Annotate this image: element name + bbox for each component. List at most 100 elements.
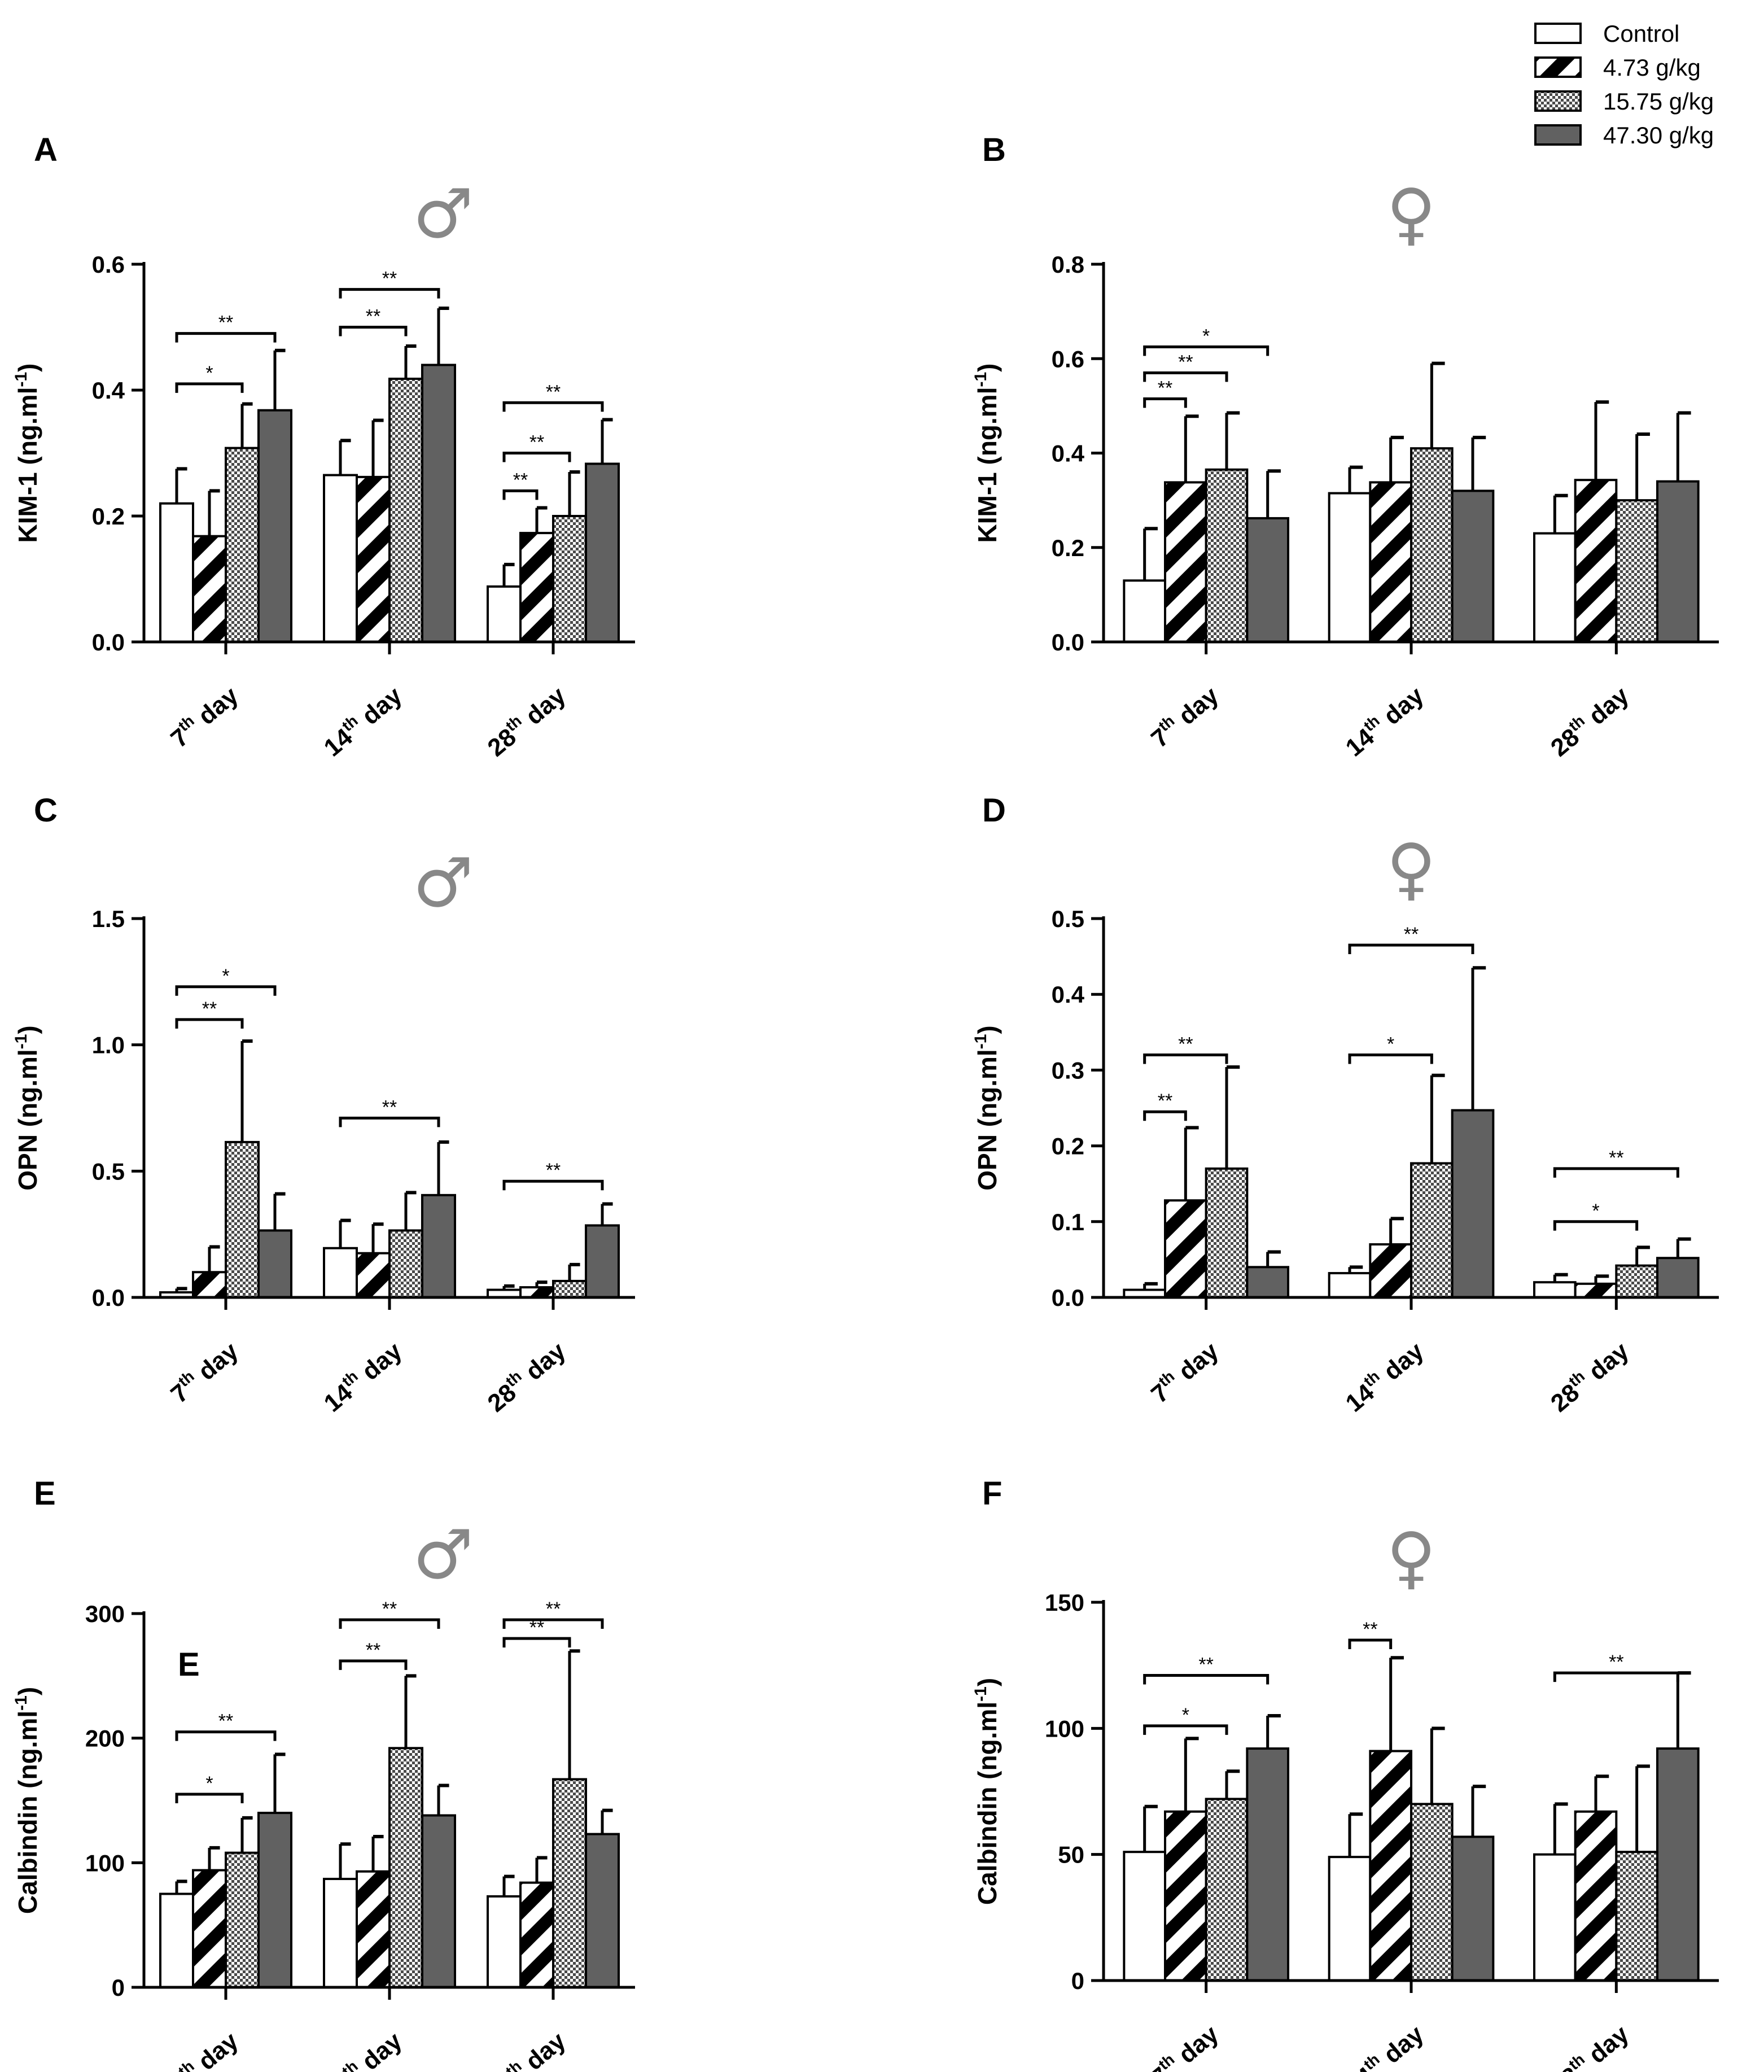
panel-letter: A [34,132,58,168]
bar-E-1-0 [192,1869,227,1988]
y-label-end: ) [973,364,1002,372]
significance-bracket [1553,1671,1679,1682]
bar-B-3-2 [1656,480,1700,643]
y-tick-label: 0.5 [92,1158,125,1184]
y-axis-label: Calbindin (ng.ml-1) [971,1678,1002,1905]
bar-F-1-1 [1369,1750,1412,1982]
y-tick-label: 0.2 [1052,1133,1084,1160]
y-tick-label: 50 [1058,1842,1084,1868]
bar-F-2-1 [1410,1803,1454,1982]
bar-F-3-0 [1246,1747,1289,1982]
y-label-sup: -1 [971,1034,990,1050]
sex-symbol-icon: ♂ [413,844,474,923]
y-axis-label: OPN (ng.ml-1) [12,1025,42,1190]
significance-label: ** [218,312,233,334]
y-label-main: OPN (ng.ml [13,1049,42,1190]
significance-label: ** [546,381,561,403]
significance-bracket [1553,1167,1679,1178]
y-tick-label: 200 [85,1725,125,1752]
legend-swatch-diag [1534,56,1582,78]
bar-F-1-2 [1574,1810,1618,1982]
panel-letter: D [982,792,1006,829]
bar-B-3-1 [1451,489,1495,644]
x-category-label: 14th day [1339,680,1429,762]
x-category-label: 7th day [1145,1335,1224,1409]
y-tick-label: 0.4 [92,377,125,404]
significance-label: ** [1158,377,1172,399]
category-word: day [351,681,407,735]
significance-bracket [175,1730,277,1741]
bar-B-3-0 [1246,517,1289,644]
category-word: day [1168,1337,1224,1390]
category-word: day [351,1337,407,1390]
x-category-label: 14th day [317,1335,408,1418]
bar-C-2-0 [225,1140,260,1299]
bar-A-0-0 [159,502,194,644]
significance-bracket [502,401,604,412]
y-tick-label: 1.5 [92,906,125,932]
significance-label: ** [1178,351,1193,373]
category-word: day [1578,1337,1634,1390]
y-tick-label: 0.6 [92,251,125,278]
significance-label: ** [366,1640,380,1661]
bar-B-2-1 [1410,447,1454,643]
x-category-label: 14th day [317,680,408,762]
panel-letter: B [982,132,1006,168]
bar-A-1-1 [356,475,391,643]
legend-label: Control [1603,20,1679,47]
bar-F-3-2 [1656,1747,1700,1982]
y-label-sup: -1 [971,372,990,387]
significance-bracket [1143,345,1270,356]
y-tick-label: 1.0 [92,1032,125,1059]
significance-bracket [1553,1220,1639,1231]
y-axis-label: OPN (ng.ml-1) [971,1025,1002,1190]
bar-B-2-0 [1205,468,1249,643]
bar-B-0-1 [1328,492,1372,643]
significance-label: * [205,362,213,384]
significance-bracket [175,1793,244,1803]
bar-A-3-1 [421,364,456,644]
sex-symbol-icon: ♀ [1386,830,1436,908]
x-category-label: 28th day [481,680,571,762]
bar-D-2-1 [1410,1162,1454,1299]
sex-symbol-icon: ♂ [413,175,474,253]
bar-C-0-1 [323,1247,358,1299]
bar-E-1-1 [356,1870,391,1989]
category-word: day [1373,681,1429,735]
y-label-end: ) [13,1687,42,1695]
bar-C-3-0 [257,1229,292,1299]
significance-label: ** [1609,1651,1623,1673]
bar-A-0-2 [487,585,522,644]
significance-label: ** [382,1598,397,1620]
significance-label: ** [1158,1090,1172,1112]
x-category-label: 28th day [1544,2018,1634,2072]
y-label-sup: -1 [12,372,30,387]
legend: Control 4.73 g/kg 15.75 g/kg 47.30 g/kg [1534,20,1714,148]
bar-D-1-0 [1164,1199,1207,1299]
y-label-end: ) [13,364,42,372]
significance-bracket [175,1018,244,1029]
significance-bracket [339,288,440,299]
y-axis-label: Calbindin (ng.ml-1) [12,1687,42,1914]
bar-F-3-1 [1451,1835,1495,1982]
y-tick-label: 0.5 [1052,906,1084,932]
bar-D-0-2 [1533,1281,1577,1299]
bar-E-2-1 [388,1747,423,1989]
inner-panel-label: E [178,1646,200,1683]
x-category-label: 14th day [1339,1335,1429,1418]
bar-B-0-0 [1123,579,1167,643]
bar-F-0-0 [1123,1851,1167,1982]
legend-label: 47.30 g/kg [1603,122,1714,148]
category-word: day [515,681,571,735]
y-tick-label: 0 [1071,1968,1084,1994]
significance-bracket [1143,397,1187,408]
y-tick-label: 100 [1045,1715,1084,1742]
category-word: day [1373,1337,1429,1390]
bar-B-1-1 [1369,481,1412,643]
y-label-main: KIM-1 (ng.ml [973,387,1002,543]
y-label-main: Calbindin (ng.ml [973,1702,1002,1905]
bar-C-3-1 [421,1194,456,1299]
significance-label: ** [382,268,397,290]
